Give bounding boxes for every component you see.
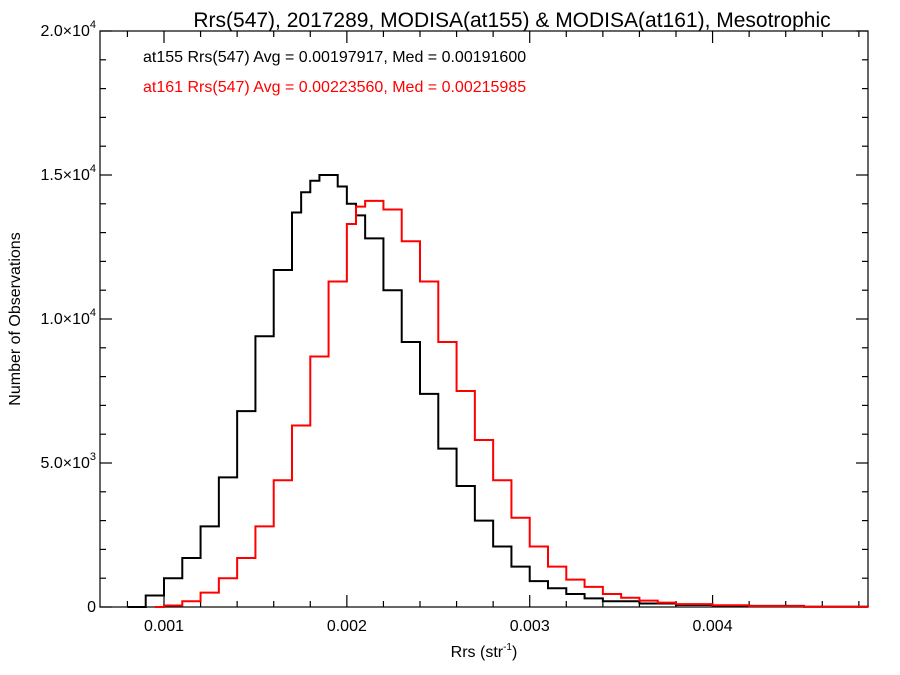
annotation-at161: at161 Rrs(547) Avg = 0.00223560, Med = 0… [143,79,526,96]
y-tick-label: 5.0×103 [40,451,96,472]
x-tick-label: 0.002 [327,618,367,635]
x-axis-label: Rrs (str-1) [451,642,518,661]
series-line-at155 [127,174,869,608]
series-line-at161 [154,199,869,608]
annotation-at155: at155 Rrs(547) Avg = 0.00197917, Med = 0… [143,49,526,66]
series-group [127,174,869,608]
y-tick-label: 1.0×104 [40,307,96,328]
x-tick-label: 0.004 [693,618,733,635]
y-tick-label: 0 [87,599,96,616]
x-axis-label-main: Rrs (str [451,644,504,661]
x-axis-label-sup: -1 [503,642,512,653]
y-tick-label: 2.0×104 [40,19,96,40]
x-tick-label: 0.003 [510,618,550,635]
y-tick-label: 1.5×104 [40,163,96,184]
axis-ticks [100,30,868,608]
x-tick-labels: 0.001 0.002 0.003 0.004 [144,618,733,635]
chart-title: Rrs(547), 2017289, MODISA(at155) & MODIS… [193,9,830,32]
x-axis-label-tail: ) [512,644,517,661]
y-axis-label: Number of Observations [7,232,24,405]
x-tick-label: 0.001 [144,618,184,635]
y-tick-labels: 0 5.0×103 1.0×104 1.5×104 2.0×104 [40,19,96,616]
